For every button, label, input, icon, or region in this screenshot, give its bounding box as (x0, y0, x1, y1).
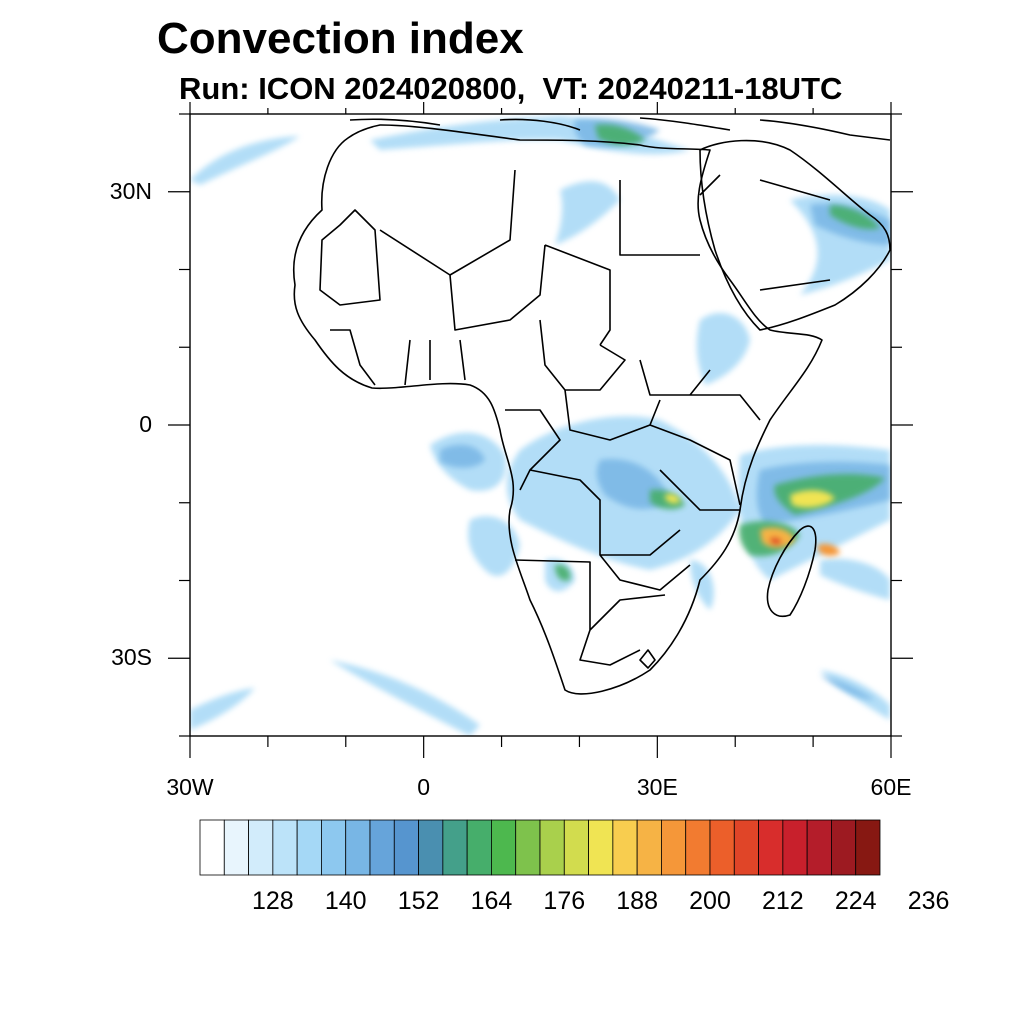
lon-label: 30W (166, 774, 214, 800)
colorbar-level-label: 128 (251, 887, 294, 915)
colorbar-level-label: 152 (397, 887, 440, 915)
colorbar-swatch (709, 819, 735, 876)
colorbar-swatch (393, 819, 419, 876)
colorbar-swatch (442, 819, 468, 876)
coastlines-and-borders (292, 117, 891, 695)
colorbar-level-label: 188 (616, 887, 658, 915)
colorbar-swatch (588, 819, 614, 876)
convection-area-southwest (190, 688, 255, 730)
colorbar-level-label: 224 (834, 887, 877, 915)
colorbar-swatch (831, 819, 857, 876)
axis-ticks (168, 102, 913, 758)
lat-label: 30S (111, 644, 152, 671)
colorbar-swatch (758, 819, 784, 876)
colorbar-swatch (491, 819, 517, 876)
colorbar-swatch (806, 819, 832, 876)
colorbar-swatch (321, 819, 347, 876)
lat-label: 30N (109, 177, 152, 204)
colorbar-swatch (296, 819, 322, 876)
colorbar-level-label: 200 (689, 887, 731, 915)
colorbar-swatch (563, 819, 589, 876)
colorbar-level-label: 140 (324, 887, 367, 915)
run-info-subtitle: Run: ICON 2024020800, VT: 20240211-18UTC (179, 71, 843, 106)
colorbar-swatch (369, 819, 395, 876)
convection-area-ethiopia (696, 312, 750, 385)
colorbar-swatch (223, 819, 249, 876)
colorbar-level-label: 236 (907, 887, 950, 915)
colorbar-swatch (782, 819, 808, 876)
colorbar-swatch (612, 819, 638, 876)
colorbar-level-label: 176 (543, 887, 586, 915)
colorbar-swatch (515, 819, 541, 876)
lon-label: 0 (417, 774, 431, 800)
convection-area-south-atlantic (330, 660, 480, 736)
colorbar-swatch (685, 819, 711, 876)
convection-area-sahara-band (555, 181, 620, 245)
arabia-coastline (699, 139, 891, 331)
convection-field (190, 116, 890, 736)
europe-coastline (349, 117, 891, 141)
colorbar-swatch (248, 819, 274, 876)
colorbar-swatch (345, 819, 371, 876)
lon-label: 60E (870, 774, 912, 800)
colorbar-swatch (661, 819, 687, 876)
country-borders (319, 169, 831, 669)
colorbar-swatch (539, 819, 565, 876)
colorbar-swatch (855, 819, 881, 876)
africa-coastline (292, 124, 823, 695)
colorbar-swatch (466, 819, 492, 876)
chart-title: Convection index (157, 14, 524, 63)
colorbar-swatch (418, 819, 444, 876)
colorbar-swatch (272, 819, 298, 876)
colorbar-level-label: 164 (470, 887, 513, 915)
convection-area-angola-coast (468, 516, 520, 576)
lon-label: 30E (636, 774, 678, 800)
colorbar-swatch (199, 819, 225, 876)
colorbar-swatch (636, 819, 662, 876)
colorbar-level-label: 212 (761, 887, 804, 915)
colorbar-swatch (733, 819, 759, 876)
convection-area-south-indian (820, 558, 890, 600)
lat-label: 0 (139, 411, 152, 437)
convection-area-atlantic-north (190, 136, 300, 185)
madagascar-coastline (766, 525, 817, 617)
